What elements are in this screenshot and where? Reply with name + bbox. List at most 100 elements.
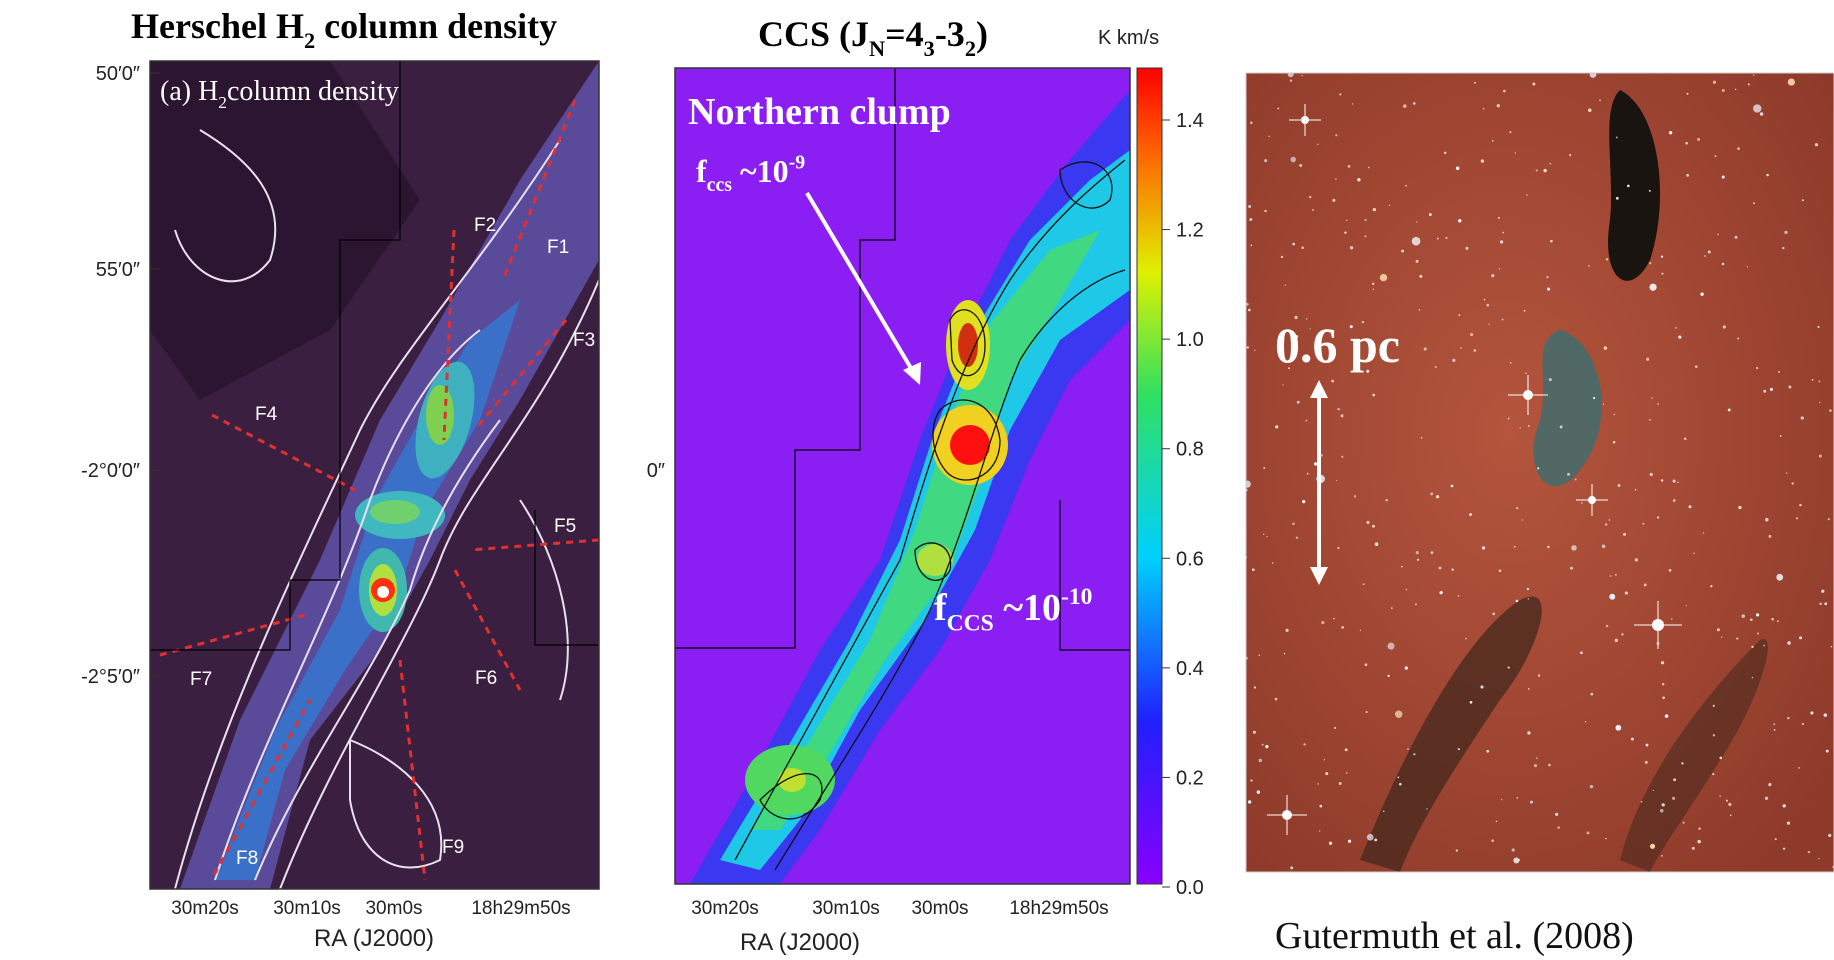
star	[1405, 666, 1408, 669]
star	[1341, 456, 1343, 458]
star	[1513, 858, 1519, 864]
star	[1254, 350, 1255, 351]
x-tick-label: 30m10s	[273, 898, 341, 919]
star	[1528, 598, 1530, 600]
star	[1258, 654, 1260, 656]
star	[1810, 711, 1813, 714]
star	[1297, 401, 1300, 404]
text-run: ~10	[732, 153, 789, 189]
star	[1435, 366, 1437, 368]
star	[1413, 102, 1415, 104]
star	[1819, 603, 1821, 605]
star	[1646, 358, 1649, 361]
star	[1333, 618, 1334, 619]
star	[1491, 839, 1494, 842]
y-tick-label: 0″	[647, 460, 665, 482]
star	[1685, 142, 1688, 145]
star	[1419, 309, 1421, 311]
star	[1309, 196, 1311, 198]
star	[1675, 327, 1677, 329]
text-run: -9	[789, 152, 806, 174]
star	[1456, 166, 1460, 170]
text-run: f	[696, 153, 707, 189]
star	[1319, 830, 1321, 832]
star	[1722, 89, 1725, 92]
star	[1697, 840, 1701, 844]
x-axis-label: RA (J2000)	[314, 925, 434, 952]
star	[1650, 473, 1653, 476]
star	[1263, 467, 1265, 469]
text-run: CCS	[947, 611, 994, 637]
star	[1528, 688, 1529, 689]
star	[1550, 240, 1553, 243]
star	[1451, 485, 1454, 488]
star	[1282, 384, 1283, 385]
star	[1723, 325, 1726, 328]
star	[1616, 136, 1618, 138]
star	[1625, 591, 1628, 594]
x-tick-label: 30m20s	[171, 898, 239, 919]
star	[1517, 797, 1519, 799]
star	[1456, 849, 1458, 851]
star	[1815, 143, 1818, 146]
star	[1621, 633, 1623, 635]
star	[1296, 537, 1298, 539]
x-tick-label: 30m20s	[691, 898, 759, 919]
star	[1662, 697, 1665, 700]
star	[1786, 472, 1787, 473]
star	[1385, 499, 1388, 502]
star	[1444, 152, 1446, 154]
filament-label: F3	[573, 330, 595, 351]
star	[1492, 140, 1494, 142]
star	[1681, 762, 1683, 764]
star	[1502, 232, 1504, 234]
star	[1426, 808, 1427, 809]
star	[1522, 519, 1523, 520]
star	[1752, 677, 1753, 678]
text-run: Northern clump	[688, 91, 951, 133]
star	[1317, 783, 1318, 784]
star	[1250, 245, 1252, 247]
star	[1649, 190, 1651, 192]
filament-label: F7	[190, 669, 212, 690]
star	[1248, 800, 1251, 803]
star	[1831, 646, 1833, 648]
star	[1557, 826, 1560, 829]
star	[1753, 75, 1754, 76]
star	[1570, 567, 1573, 570]
star	[1753, 202, 1755, 204]
star	[1465, 247, 1468, 250]
star	[1470, 701, 1473, 704]
star	[1660, 809, 1663, 812]
star	[1593, 397, 1595, 399]
star	[1737, 337, 1739, 339]
star	[1555, 813, 1558, 816]
colorbar-tick-label: 0.8	[1176, 439, 1204, 461]
star	[1321, 621, 1324, 624]
star	[1264, 159, 1267, 162]
filament-label: F6	[475, 668, 497, 689]
star	[1650, 844, 1655, 849]
star	[1341, 626, 1344, 629]
star	[1585, 721, 1586, 722]
star	[1430, 492, 1433, 495]
star	[1302, 500, 1305, 503]
text-run: ccs	[707, 174, 733, 196]
star	[1399, 783, 1402, 786]
ccs-map	[675, 68, 1130, 884]
star	[1436, 495, 1439, 498]
star	[1678, 335, 1681, 338]
star	[1829, 410, 1831, 412]
star	[1357, 178, 1360, 181]
star	[1703, 532, 1704, 533]
star	[1550, 163, 1551, 164]
star	[1580, 651, 1583, 654]
star	[1499, 569, 1502, 572]
star	[1787, 717, 1789, 719]
star	[1465, 638, 1467, 640]
scale-bar-label: 0.6 pc	[1275, 317, 1400, 373]
star	[1588, 109, 1591, 112]
star	[1292, 522, 1295, 525]
star	[1615, 725, 1621, 731]
star	[1421, 437, 1423, 439]
